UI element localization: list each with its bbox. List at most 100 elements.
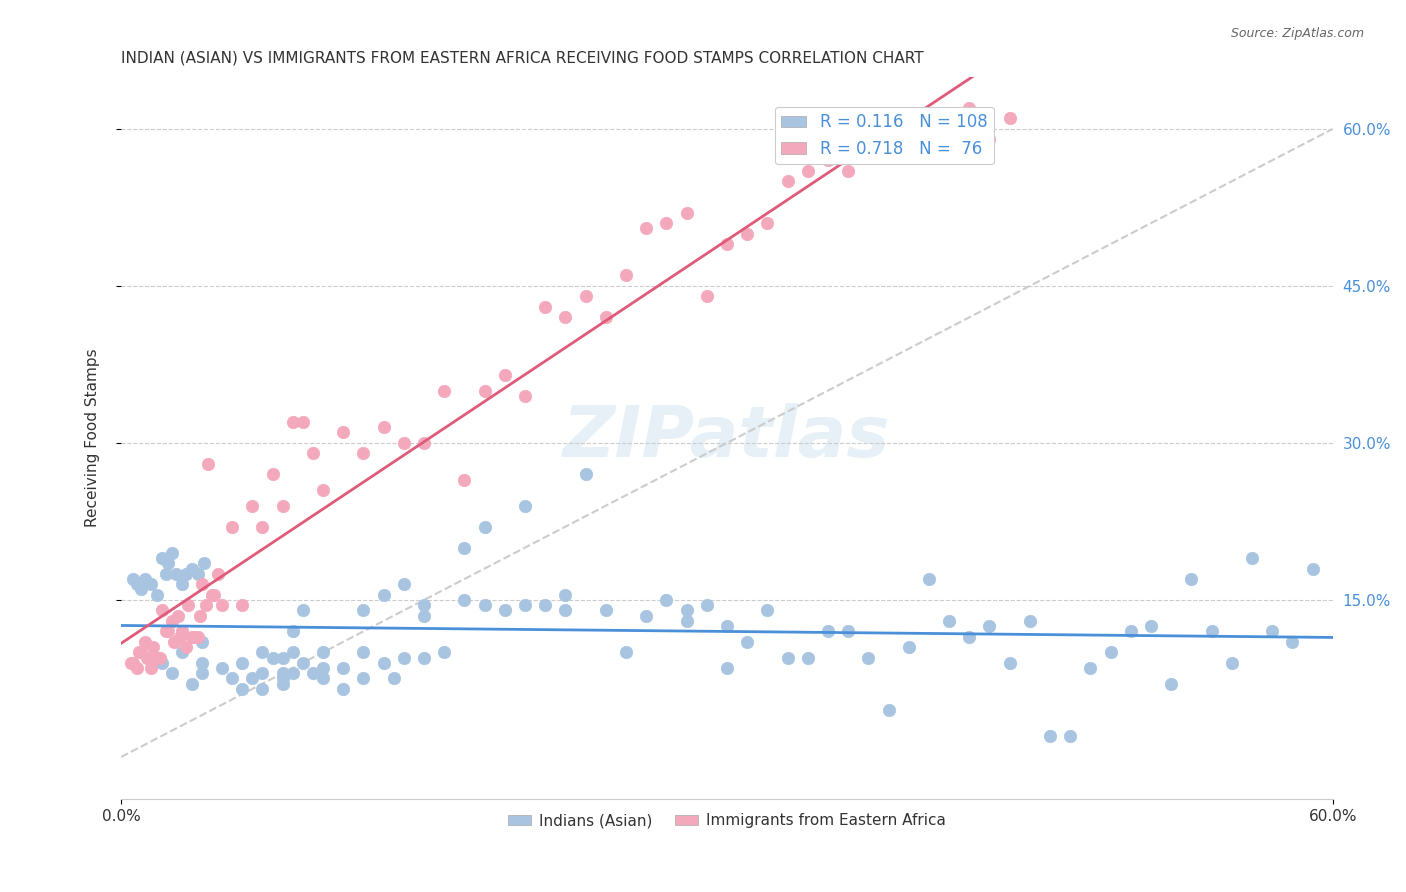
Point bbox=[716, 619, 738, 633]
Point bbox=[433, 645, 456, 659]
Point bbox=[312, 672, 335, 686]
Point bbox=[312, 661, 335, 675]
Point bbox=[156, 557, 179, 571]
Point bbox=[127, 577, 149, 591]
Point bbox=[155, 566, 177, 581]
Point bbox=[148, 650, 170, 665]
Point bbox=[353, 672, 375, 686]
Point bbox=[897, 640, 920, 654]
Point bbox=[1261, 624, 1284, 639]
Point bbox=[166, 608, 188, 623]
Point bbox=[796, 163, 818, 178]
Point bbox=[180, 676, 202, 690]
Point bbox=[146, 588, 169, 602]
Point bbox=[183, 630, 205, 644]
Point bbox=[180, 630, 202, 644]
Point bbox=[776, 650, 799, 665]
Point bbox=[291, 656, 314, 670]
Point bbox=[191, 656, 214, 670]
Point bbox=[474, 384, 496, 398]
Point bbox=[162, 635, 184, 649]
Point bbox=[1059, 729, 1081, 743]
Point bbox=[1180, 572, 1202, 586]
Point bbox=[735, 635, 758, 649]
Point bbox=[696, 289, 718, 303]
Point bbox=[197, 457, 219, 471]
Point bbox=[796, 650, 818, 665]
Point bbox=[595, 603, 617, 617]
Point bbox=[534, 300, 557, 314]
Point bbox=[918, 143, 941, 157]
Point bbox=[614, 268, 637, 283]
Point bbox=[281, 666, 304, 681]
Point bbox=[131, 582, 153, 597]
Point bbox=[554, 603, 576, 617]
Point bbox=[120, 656, 142, 670]
Point bbox=[194, 598, 217, 612]
Point bbox=[998, 656, 1021, 670]
Point bbox=[142, 640, 165, 654]
Point bbox=[271, 672, 294, 686]
Point bbox=[837, 624, 859, 639]
Point bbox=[150, 656, 173, 670]
Point bbox=[494, 368, 516, 382]
Point bbox=[716, 661, 738, 675]
Point bbox=[150, 603, 173, 617]
Point bbox=[141, 577, 163, 591]
Point bbox=[938, 614, 960, 628]
Point bbox=[957, 630, 980, 644]
Point bbox=[281, 624, 304, 639]
Point bbox=[131, 645, 153, 659]
Point bbox=[817, 624, 839, 639]
Point bbox=[332, 661, 354, 675]
Point bbox=[170, 645, 193, 659]
Point bbox=[136, 650, 159, 665]
Point bbox=[207, 566, 229, 581]
Point bbox=[187, 630, 209, 644]
Point bbox=[262, 650, 284, 665]
Point bbox=[979, 619, 1001, 633]
Point bbox=[160, 614, 183, 628]
Point bbox=[554, 588, 576, 602]
Point bbox=[574, 289, 596, 303]
Point bbox=[413, 650, 436, 665]
Text: Source: ZipAtlas.com: Source: ZipAtlas.com bbox=[1230, 27, 1364, 40]
Point bbox=[453, 593, 475, 607]
Point bbox=[146, 650, 169, 665]
Point bbox=[170, 624, 193, 639]
Point bbox=[160, 666, 183, 681]
Point bbox=[595, 310, 617, 325]
Point bbox=[655, 593, 678, 607]
Point bbox=[302, 666, 325, 681]
Point bbox=[392, 436, 415, 450]
Point bbox=[312, 483, 335, 497]
Point bbox=[281, 415, 304, 429]
Point bbox=[382, 672, 405, 686]
Point bbox=[165, 566, 187, 581]
Point bbox=[127, 661, 149, 675]
Point bbox=[211, 598, 233, 612]
Point bbox=[174, 566, 197, 581]
Point bbox=[1018, 614, 1040, 628]
Point bbox=[193, 557, 215, 571]
Point bbox=[1240, 551, 1263, 566]
Point bbox=[877, 122, 900, 136]
Point bbox=[513, 598, 536, 612]
Point bbox=[180, 561, 202, 575]
Point bbox=[979, 132, 1001, 146]
Point bbox=[696, 598, 718, 612]
Point bbox=[271, 499, 294, 513]
Point bbox=[169, 630, 191, 644]
Point bbox=[211, 661, 233, 675]
Point bbox=[128, 645, 150, 659]
Point bbox=[191, 635, 214, 649]
Point bbox=[1281, 635, 1303, 649]
Point bbox=[513, 389, 536, 403]
Point bbox=[858, 650, 880, 665]
Point bbox=[373, 420, 395, 434]
Point bbox=[858, 143, 880, 157]
Point bbox=[756, 603, 779, 617]
Point bbox=[191, 577, 214, 591]
Point bbox=[271, 676, 294, 690]
Point bbox=[918, 572, 941, 586]
